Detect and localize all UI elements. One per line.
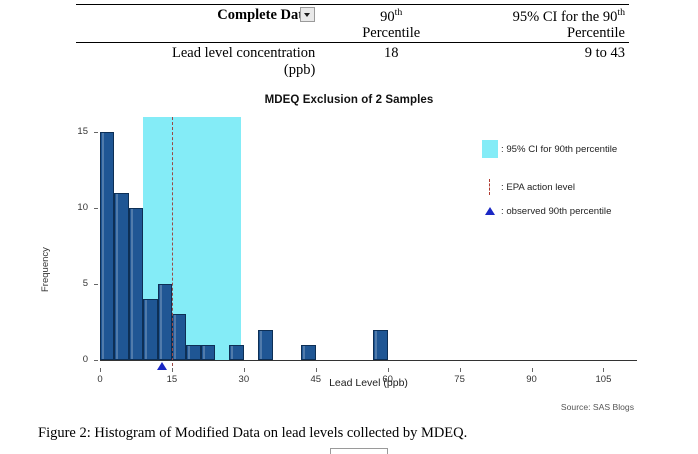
legend-item: : 95% CI for 90th percentile: [482, 140, 617, 158]
x-axis-tick-label: 60: [382, 374, 393, 385]
source-note: Source: SAS Blogs: [560, 402, 634, 412]
table-row: Lead level concentration (ppb) 18 9 to 4…: [76, 42, 629, 79]
row-label-lead-level: Lead level concentration (ppb): [76, 42, 320, 79]
header-ci-sup: th: [617, 7, 625, 18]
histogram-bar: [128, 208, 144, 360]
header-90-number: 90: [380, 8, 395, 25]
histogram-bar: [301, 344, 316, 360]
statistics-table-wrapper: Complete Data 90th Percentile 95% CI for…: [76, 3, 629, 79]
x-axis-tick: [387, 368, 389, 372]
row-value-90th-percentile: 18: [319, 42, 464, 79]
triangle-swatch-icon: [482, 202, 498, 220]
legend-item: : EPA action level: [482, 178, 575, 196]
row-label-line2: (ppb): [283, 61, 316, 78]
x-axis-tick-label: 0: [97, 374, 103, 385]
header-cell-complete-data: Complete Data: [76, 3, 320, 43]
y-axis-tick-label: 10: [77, 202, 88, 214]
x-axis-tick-label: 45: [310, 374, 322, 385]
dashed-line-swatch-icon: [482, 178, 498, 196]
legend-item-label: : EPA action level: [501, 181, 575, 193]
histogram-bar: [200, 344, 216, 360]
y-axis-tick: [94, 360, 98, 361]
epa-action-level-line: [171, 117, 173, 366]
y-axis-tick-label: 0: [82, 354, 88, 365]
header-ci-line2: Percentile: [567, 25, 625, 42]
header-ci-text: 95% CI for the 90: [512, 8, 618, 25]
histogram-bar: [229, 344, 244, 360]
header-cell-90th-percentile: 90th Percentile: [319, 3, 464, 43]
observed-90th-percentile-marker: [157, 362, 168, 370]
filter-dropdown-icon[interactable]: [300, 7, 316, 23]
x-axis-tick: [603, 368, 605, 372]
header-label-complete-data: Complete Data: [217, 7, 311, 23]
histogram-bar: [157, 284, 172, 360]
y-axis-tick-label: 15: [77, 126, 88, 138]
header-90-line1-wrap: 90th: [323, 7, 459, 25]
x-axis-tick-label: 105: [595, 374, 612, 385]
histogram-bar: [100, 132, 115, 360]
histogram-bar: [114, 192, 129, 360]
header-90-line2: Percentile: [362, 25, 421, 42]
x-axis-tick-label: 90: [526, 374, 537, 385]
chart-title: MDEQ Exclusion of 2 Samples: [264, 94, 434, 106]
x-axis-tick: [171, 368, 173, 372]
ci-band-swatch-icon: [482, 140, 498, 158]
figure-caption: Figure 2: Histogram of Modified Data on …: [38, 425, 468, 441]
histogram-bar: [258, 329, 273, 360]
y-axis-tick: [94, 132, 98, 134]
legend-item-label: : observed 90th percentile: [501, 205, 612, 217]
row-value-95-ci: 9 to 43: [463, 42, 629, 79]
y-axis-tick: [94, 284, 98, 286]
x-axis-tick-label: 30: [238, 374, 250, 385]
row-label-line1: Lead level concentration: [171, 45, 316, 62]
histogram-bar: [171, 314, 187, 360]
y-axis-title: Frequency: [40, 247, 51, 292]
histogram-figure: MDEQ Exclusion of 2 Samples 0 15 30 45 60 75 9…: [0, 92, 698, 402]
histogram-bar: [143, 299, 158, 360]
x-axis-tick: [315, 368, 317, 372]
y-axis-tick: [94, 208, 98, 210]
x-axis-tick: [459, 368, 461, 372]
x-axis-tick: [531, 368, 533, 372]
plot-area: 0 15 30 45 60 75 90 105 0 5 10 15: [77, 117, 637, 385]
histogram-bar: [373, 329, 388, 360]
page-bottom-artifact: [330, 448, 388, 454]
legend-item: : observed 90th percentile: [482, 202, 611, 220]
header-ci-line1-wrap: 95% CI for the 90th: [467, 7, 625, 25]
histogram-bar: [186, 344, 201, 360]
x-axis-line: [100, 360, 637, 362]
x-axis-title: Lead Level (ppb): [329, 377, 408, 389]
legend-item-label: : 95% CI for 90th percentile: [501, 143, 618, 155]
y-axis-tick-label: 5: [82, 278, 88, 290]
x-axis-tick-label: 75: [454, 374, 465, 385]
header-cell-95-ci: 95% CI for the 90th Percentile: [463, 3, 629, 43]
table-header-row: Complete Data 90th Percentile 95% CI for…: [76, 3, 629, 43]
x-axis-tick: [100, 368, 101, 372]
x-axis-tick: [243, 368, 245, 372]
header-90-sup: th: [394, 7, 403, 18]
x-axis-tick-label: 15: [166, 374, 178, 385]
statistics-table: Complete Data 90th Percentile 95% CI for…: [76, 3, 629, 79]
